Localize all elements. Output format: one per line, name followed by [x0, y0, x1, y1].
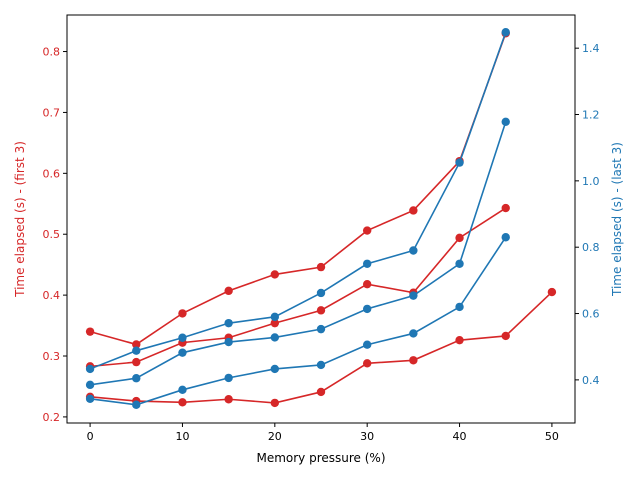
- data-point-right-4: [455, 158, 464, 167]
- data-point-left-1: [85, 327, 95, 336]
- data-point-right-5: [85, 380, 95, 390]
- data-point-left-3: [409, 356, 418, 365]
- data-point-right-5: [316, 324, 326, 334]
- data-point-left-2: [501, 203, 510, 213]
- data-point-left-2: [455, 233, 464, 243]
- data-point-right-6: [270, 364, 280, 374]
- data-point-left-3: [501, 331, 510, 341]
- y-right-tick-label: 0.4: [582, 374, 600, 387]
- series-line-right-6: [89, 236, 507, 406]
- data-point-left-3: [178, 398, 187, 407]
- y-right-tick-label: 1.2: [582, 109, 600, 122]
- y-right-tick-label: 0.8: [582, 241, 600, 254]
- data-point-right-6: [224, 373, 233, 383]
- data-point-right-6: [362, 340, 372, 349]
- y-axis-right-label: Time elapsed (s) - (last 3): [610, 142, 624, 297]
- data-point-left-1: [178, 309, 187, 318]
- data-point-left-2: [132, 357, 141, 367]
- data-point-left-3: [270, 398, 280, 408]
- y-right-tick-label: 0.6: [582, 308, 600, 321]
- data-point-right-5: [178, 348, 187, 357]
- data-point-right-4: [409, 246, 418, 255]
- data-point-right-6: [501, 233, 510, 242]
- y-left-tick-label: 0.3: [43, 350, 61, 363]
- y-left-tick-label: 0.4: [43, 289, 61, 302]
- x-tick-label: 50: [545, 430, 559, 443]
- data-point-right-4: [362, 259, 372, 268]
- x-tick-label: 10: [175, 430, 189, 443]
- data-point-left-2: [270, 318, 280, 328]
- data-point-left-3: [362, 359, 372, 368]
- y-axis-left-label: Time elapsed (s) - (first 3): [13, 141, 27, 298]
- y-right-tick-label: 1.4: [582, 42, 600, 55]
- data-point-right-6: [316, 360, 326, 370]
- data-point-right-5: [270, 333, 280, 342]
- data-point-right-6: [85, 394, 95, 403]
- series-line-right-4: [89, 31, 507, 370]
- data-point-left-1: [270, 270, 280, 279]
- data-point-left-2: [362, 279, 372, 289]
- data-point-right-6: [178, 385, 187, 395]
- data-point-right-4: [316, 288, 326, 298]
- x-axis-label: Memory pressure (%): [256, 451, 385, 465]
- y-left-tick-label: 0.5: [43, 228, 61, 241]
- x-tick-label: 20: [268, 430, 282, 443]
- data-point-right-5: [132, 374, 141, 383]
- y-left-tick-label: 0.2: [43, 411, 61, 424]
- data-point-right-5: [409, 291, 418, 300]
- data-point-right-6: [455, 302, 464, 312]
- data-point-left-1: [132, 340, 141, 349]
- plot-area: [85, 28, 557, 409]
- data-point-left-1: [362, 226, 372, 235]
- x-tick-label: 30: [360, 430, 374, 443]
- x-tick-label: 0: [87, 430, 94, 443]
- x-tick-label: 40: [453, 430, 467, 443]
- data-point-right-4: [178, 333, 187, 342]
- data-point-right-5: [455, 259, 464, 268]
- data-point-left-3: [316, 387, 326, 397]
- data-point-right-4: [132, 346, 141, 355]
- y-right-tick-label: 1.0: [582, 175, 600, 188]
- data-point-right-4: [501, 28, 510, 37]
- data-point-right-6: [132, 400, 141, 409]
- plot-frame: [66, 14, 576, 424]
- data-point-left-3: [455, 335, 464, 345]
- y-left-tick-label: 0.6: [43, 167, 61, 180]
- series-line-left-2: [90, 207, 507, 368]
- data-point-left-1: [224, 286, 233, 296]
- series-line-right-5: [89, 121, 507, 386]
- data-point-right-5: [224, 337, 233, 347]
- data-point-left-3: [547, 287, 557, 297]
- y-axis-right: 0.4 0.6 0.8 1.0 1.2 1.4: [575, 42, 600, 387]
- y-axis-left: 0.2 0.3 0.4 0.5 0.6 0.7 0.8: [43, 46, 67, 424]
- data-point-left-1: [409, 206, 418, 215]
- data-point-right-6: [409, 329, 418, 338]
- y-left-tick-label: 0.8: [43, 46, 61, 59]
- data-point-right-4: [270, 312, 280, 322]
- data-point-right-4: [85, 364, 95, 374]
- data-point-right-5: [362, 304, 372, 314]
- series-line-left-1: [89, 32, 507, 346]
- data-point-right-4: [224, 318, 233, 328]
- data-point-left-3: [224, 395, 233, 404]
- x-axis: 0 10 20 30 40 50: [87, 423, 559, 443]
- data-point-left-2: [316, 306, 326, 315]
- data-point-left-1: [316, 262, 326, 272]
- y-left-tick-label: 0.7: [43, 106, 61, 119]
- data-point-right-5: [501, 117, 510, 127]
